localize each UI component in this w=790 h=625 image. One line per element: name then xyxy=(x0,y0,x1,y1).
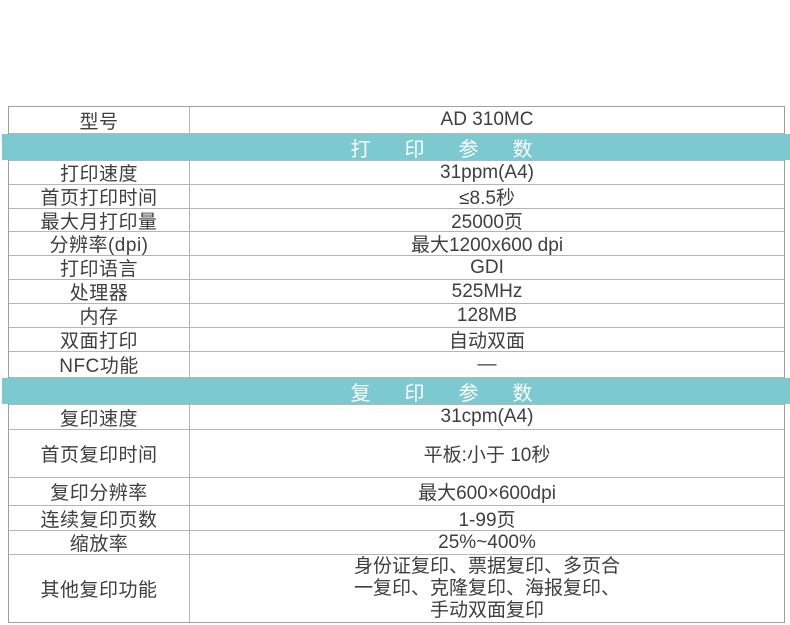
spec-label: 缩放率 xyxy=(9,531,190,555)
spec-label: 复印速度 xyxy=(9,405,190,430)
spec-label: 打印语言 xyxy=(9,256,190,280)
table-row: 缩放率 25%~400% xyxy=(9,531,784,555)
spec-value: 25%~400% xyxy=(438,531,536,553)
spec-label: 处理器 xyxy=(9,280,190,304)
spec-value: 525MHz xyxy=(451,280,523,302)
spec-label: 首页打印时间 xyxy=(9,185,190,209)
spec-value: 128MB xyxy=(456,304,518,326)
spec-label: NFC功能 xyxy=(9,352,190,377)
spec-value: GDI xyxy=(470,256,504,278)
table-row-model: 型号 AD 310MC xyxy=(9,107,784,134)
spec-value: 31ppm(A4) xyxy=(440,161,534,183)
section-band-copy-label: 复印参数 xyxy=(350,382,567,405)
table-row: 内存 128MB xyxy=(9,304,784,328)
table-row: 处理器 525MHz xyxy=(9,280,784,304)
section-band-print: 打印参数 xyxy=(2,134,790,161)
spec-label: 打印速度 xyxy=(9,161,190,185)
spec-value: 自动双面 xyxy=(448,331,525,352)
table-row: 双面打印 自动双面 xyxy=(9,328,784,352)
spec-value-line: 一复印、克隆复印、海报复印、 xyxy=(353,577,620,599)
spec-label: 首页复印时间 xyxy=(9,430,190,477)
spec-label: 连续复印页数 xyxy=(9,506,190,531)
table-row: 打印语言 GDI xyxy=(9,256,784,280)
section-band-print-label: 打印参数 xyxy=(350,138,567,161)
spec-label: 分辨率(dpi) xyxy=(9,232,190,256)
spec-value: 身份证复印、票据复印、多页合 一复印、克隆复印、海报复印、 手动双面复印 xyxy=(190,555,784,622)
spec-label: 内存 xyxy=(9,304,190,328)
spec-label-model: 型号 xyxy=(9,107,190,133)
spec-value: 最大1200x600 dpi xyxy=(410,235,564,256)
table-row: 分辨率(dpi) 最大1200x600 dpi xyxy=(9,232,784,256)
section-band-copy: 复印参数 xyxy=(2,378,790,405)
printer-spec-table: 型号 AD 310MC 打印参数 打印速度 31ppm(A4) 首页打印时间 ≤… xyxy=(2,106,790,623)
spec-label: 其他复印功能 xyxy=(9,555,190,622)
table-row: 连续复印页数 1-99页 xyxy=(9,506,784,531)
table-row: 复印分辨率 最大600×600dpi xyxy=(9,478,784,506)
spec-value: ≤8.5秒 xyxy=(459,188,515,209)
table-row: 复印速度 31cpm(A4) xyxy=(9,405,784,430)
spec-value-line: 手动双面复印 xyxy=(429,599,544,621)
table-row: NFC功能 — xyxy=(9,352,784,378)
spec-value-line: 身份证复印、票据复印、多页合 xyxy=(353,555,620,577)
spec-value: 25000页 xyxy=(451,211,523,233)
spec-label: 复印分辨率 xyxy=(9,478,190,505)
spec-value: 平板:小于 10秒 xyxy=(423,445,551,466)
table-row: 其他复印功能 身份证复印、票据复印、多页合 一复印、克隆复印、海报复印、 手动双… xyxy=(9,555,784,622)
spec-value-model: AD 310MC xyxy=(440,109,534,130)
table-row: 首页打印时间 ≤8.5秒 xyxy=(9,185,784,209)
table-row: 打印速度 31ppm(A4) xyxy=(9,161,784,185)
spec-label: 最大月打印量 xyxy=(9,209,190,233)
table-row: 首页复印时间 平板:小于 10秒 xyxy=(9,430,784,478)
spec-value: — xyxy=(477,353,497,375)
spec-value: 最大600×600dpi xyxy=(418,483,556,504)
spec-label: 双面打印 xyxy=(9,328,190,352)
spec-value: 1-99页 xyxy=(458,509,516,531)
spec-value: 31cpm(A4) xyxy=(440,406,534,427)
table-row: 最大月打印量 25000页 xyxy=(9,209,784,233)
